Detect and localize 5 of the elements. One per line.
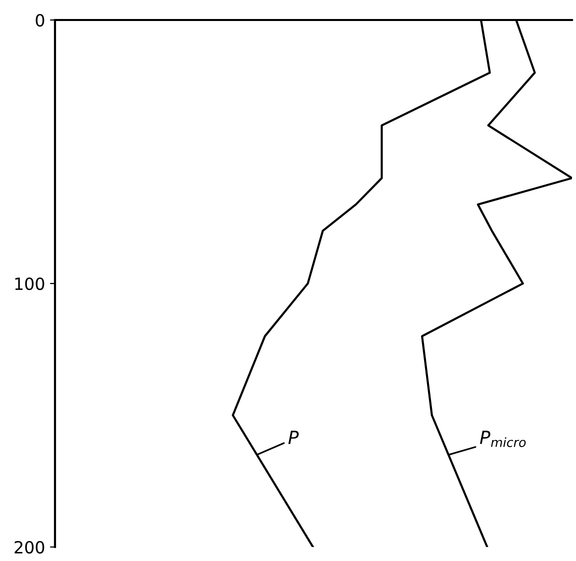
- y-tick-label: 100: [15, 277, 44, 290]
- legend-label: P: [288, 430, 299, 444]
- legend-label: P$_{micro}$: [480, 430, 526, 448]
- y-tick-label: 200: [14, 540, 44, 554]
- y-tick-label: 0: [36, 14, 44, 27]
